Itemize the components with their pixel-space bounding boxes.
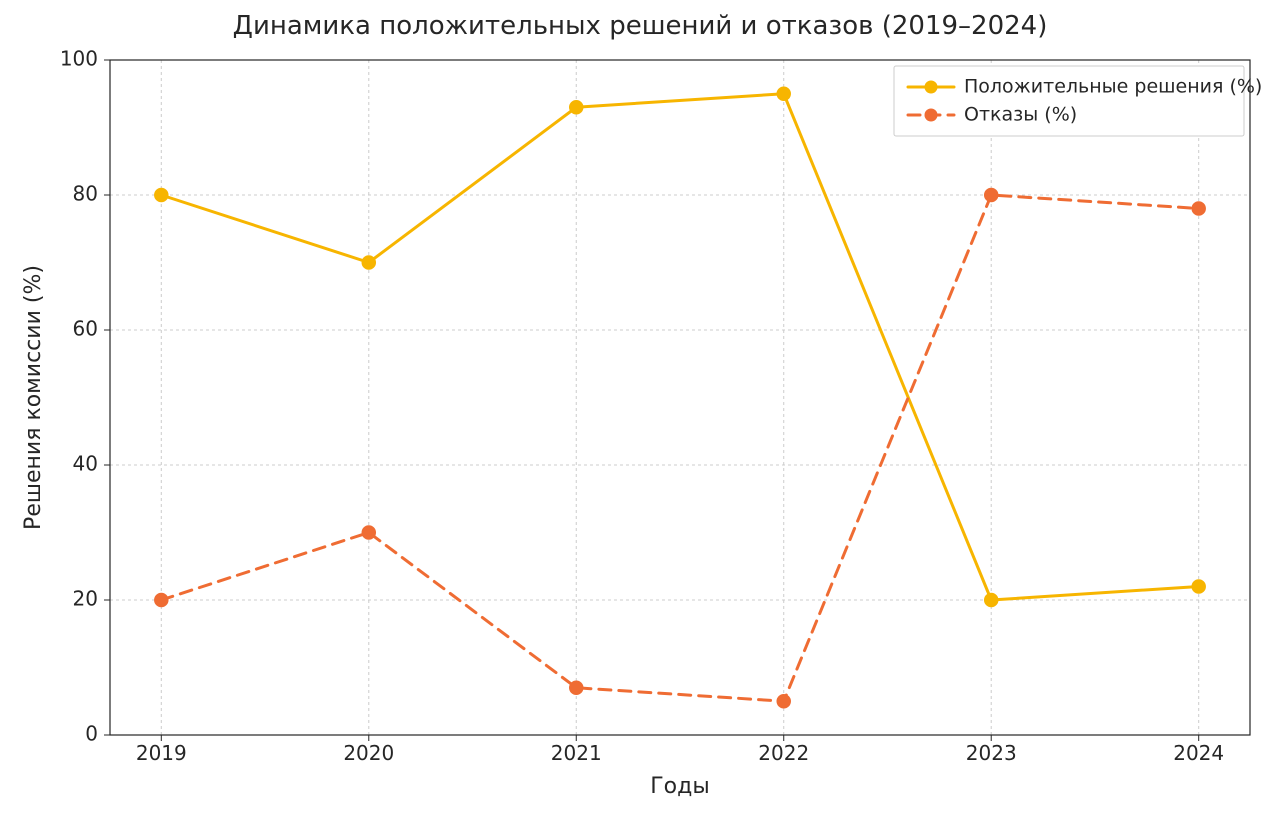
x-tick-label: 2021 — [551, 741, 602, 765]
data-marker — [570, 101, 583, 114]
chart-container: 0 20 40 60 80 100 2019 2020 2021 2022 2023 2024 Дина… — [0, 0, 1280, 825]
data-marker — [155, 594, 168, 607]
y-tick-label: 20 — [73, 587, 98, 611]
x-tick-label: 2019 — [136, 741, 187, 765]
data-marker — [985, 189, 998, 202]
data-marker — [362, 256, 375, 269]
legend-label: Отказы (%) — [964, 104, 1077, 126]
data-marker — [777, 695, 790, 708]
x-axis-label: Годы — [650, 774, 709, 799]
legend-label: Положительные решения (%) — [964, 76, 1262, 98]
data-marker — [985, 594, 998, 607]
data-marker — [777, 87, 790, 100]
data-marker — [155, 189, 168, 202]
x-tick-label: 2022 — [758, 741, 809, 765]
y-tick-label: 40 — [73, 452, 98, 476]
chart-title: Динамика положительных решений и отказов… — [233, 11, 1048, 41]
y-tick-label: 80 — [73, 182, 98, 206]
legend: Положительные решения (%) Отказы (%) — [894, 66, 1262, 136]
y-axis-label: Решения комиссии (%) — [21, 265, 46, 530]
data-marker — [1192, 580, 1205, 593]
data-marker — [362, 526, 375, 539]
y-tick-label: 0 — [85, 722, 98, 746]
y-tick-label: 60 — [73, 317, 98, 341]
x-tick-label: 2020 — [343, 741, 394, 765]
data-marker — [1192, 202, 1205, 215]
y-tick-label: 100 — [60, 47, 98, 71]
x-tick-label: 2024 — [1173, 741, 1224, 765]
x-tick-label: 2023 — [966, 741, 1017, 765]
data-marker — [570, 681, 583, 694]
line-chart: 0 20 40 60 80 100 2019 2020 2021 2022 2023 2024 Дина… — [0, 0, 1280, 825]
